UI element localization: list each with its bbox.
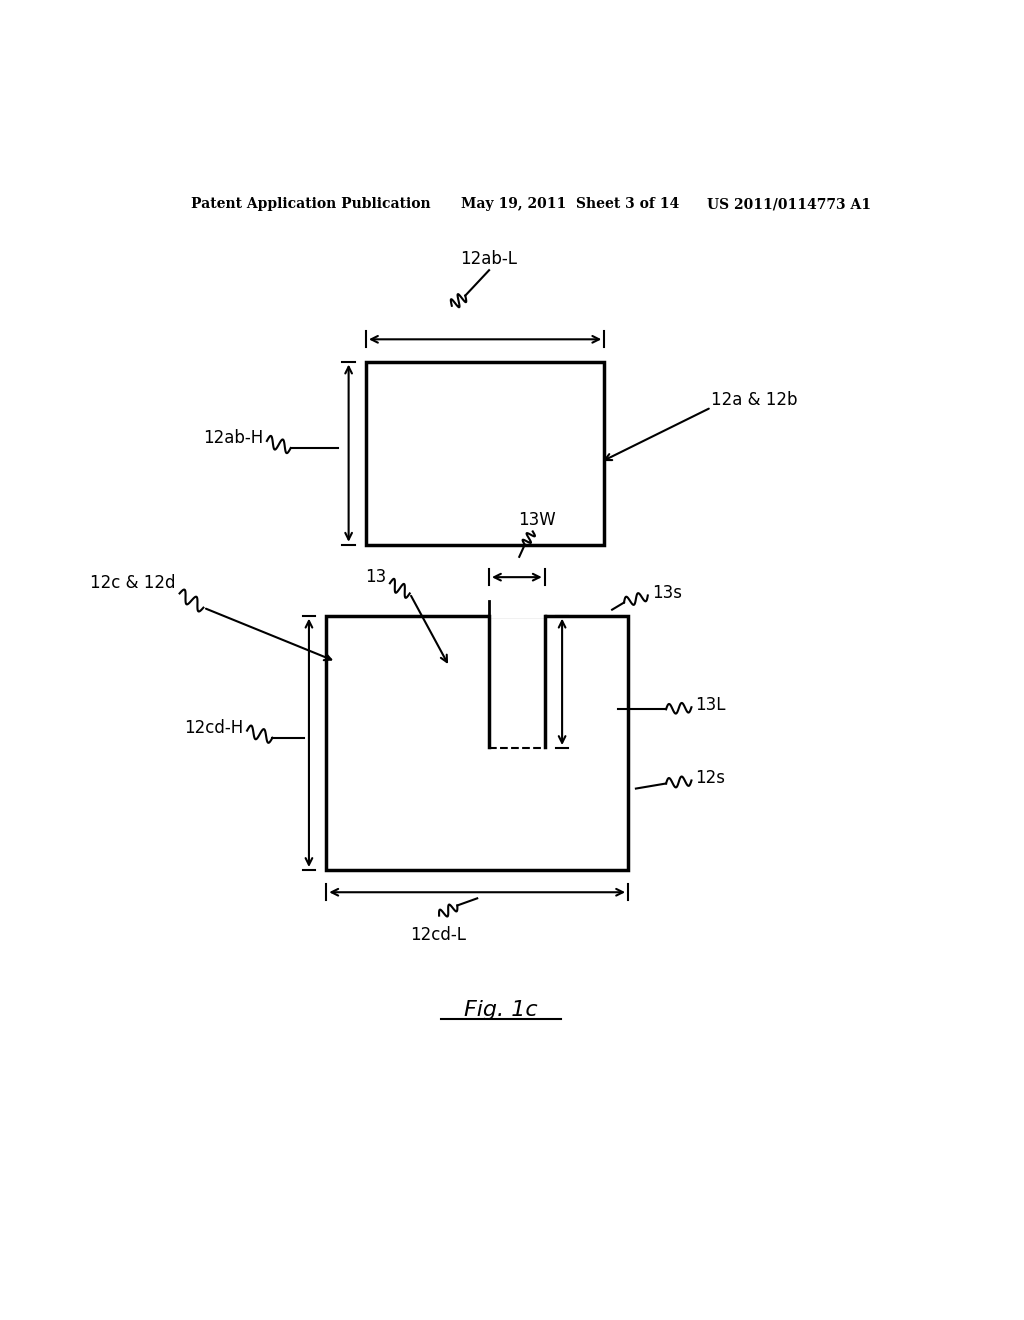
- Text: US 2011/0114773 A1: US 2011/0114773 A1: [708, 197, 871, 211]
- Text: 13W: 13W: [518, 511, 556, 529]
- Text: 12cd-L: 12cd-L: [410, 925, 466, 944]
- Text: 13s: 13s: [652, 585, 682, 602]
- Bar: [367, 362, 604, 545]
- Text: 12a & 12b: 12a & 12b: [712, 391, 798, 409]
- Text: May 19, 2011  Sheet 3 of 14: May 19, 2011 Sheet 3 of 14: [461, 197, 680, 211]
- Text: Fig. 1c: Fig. 1c: [464, 1001, 538, 1020]
- Text: 12cd-H: 12cd-H: [184, 718, 243, 737]
- Text: 13: 13: [365, 568, 386, 586]
- Text: 12c & 12d: 12c & 12d: [90, 574, 176, 593]
- Text: Patent Application Publication: Patent Application Publication: [191, 197, 431, 211]
- Text: 12ab-H: 12ab-H: [203, 429, 263, 447]
- Bar: [327, 615, 628, 870]
- Text: 12ab-L: 12ab-L: [461, 251, 517, 268]
- Text: 13L: 13L: [695, 696, 726, 714]
- Text: 12s: 12s: [695, 770, 725, 788]
